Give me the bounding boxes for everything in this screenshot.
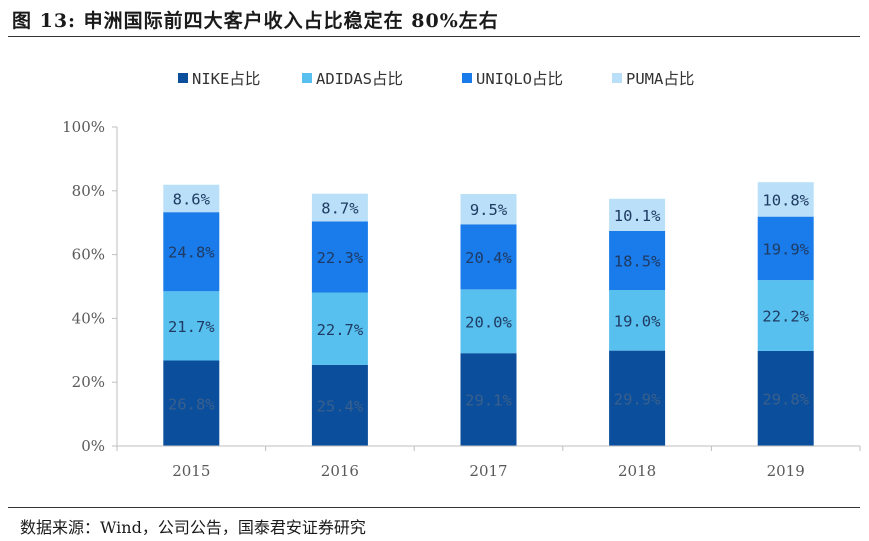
legend-label: ADIDAS占比 (316, 70, 403, 88)
y-tick-label: 100% (62, 118, 105, 136)
data-label: 25.4% (317, 397, 364, 415)
data-label: 10.8% (762, 191, 809, 209)
data-label: 19.9% (762, 240, 809, 258)
x-tick-label: 2016 (321, 462, 359, 480)
data-label: 9.5% (470, 201, 508, 219)
x-tick-label: 2018 (618, 462, 656, 480)
bar-segment (757, 182, 814, 217)
x-tick-label: 2015 (172, 462, 210, 480)
legend: NIKE占比 ADIDAS占比 UNIQLO占比 PUMA占比 (178, 70, 694, 88)
y-tick-label: 60% (72, 246, 105, 264)
bar-segment (311, 292, 368, 365)
x-tick-label: 2017 (469, 462, 507, 480)
bar-segment (609, 230, 666, 291)
bar-segment (460, 289, 517, 354)
bar-segment (609, 290, 666, 351)
y-tick-label: 20% (72, 373, 105, 391)
legend-label: NIKE占比 (192, 70, 260, 88)
bar-segment (163, 184, 220, 213)
data-label: 20.0% (465, 313, 512, 331)
data-label: 22.2% (762, 308, 809, 326)
bar-segment (460, 353, 517, 446)
bar-segment (163, 291, 220, 361)
source-note: 数据来源：Wind，公司公告，国泰君安证券研究 (20, 518, 366, 537)
y-axis: 0% 20% 40% 60% 80% 100% (62, 118, 118, 455)
bar-segment (311, 193, 368, 222)
x-tick-label: 2019 (767, 462, 805, 480)
data-label: 18.5% (614, 253, 661, 271)
x-axis: 2015 2016 2017 2018 2019 (116, 445, 861, 480)
bar-segment (163, 360, 220, 446)
bar-segment (163, 212, 220, 292)
data-label: 22.3% (317, 249, 364, 267)
data-label: 19.0% (614, 312, 661, 330)
y-tick-label: 80% (72, 182, 105, 200)
data-label: 8.6% (173, 190, 211, 208)
title-rule (8, 36, 860, 37)
source-rule (8, 507, 860, 508)
legend-swatch (178, 73, 188, 83)
legend-swatch (462, 73, 472, 83)
bar-segment (460, 224, 517, 290)
bar-segment (460, 193, 517, 225)
data-label: 22.7% (317, 321, 364, 339)
data-label: 20.4% (465, 249, 512, 267)
bar-segment (757, 350, 814, 446)
legend-swatch (302, 73, 312, 83)
bar-segment (609, 350, 666, 446)
data-label: 24.8% (168, 244, 215, 262)
bars: 26.8% 21.7% 24.8% 8.6% 25.4% 22.7% 22.3% 8.7% 29… (163, 182, 814, 446)
legend-swatch (612, 73, 622, 83)
data-label: 29.8% (762, 390, 809, 408)
data-label: 10.1% (614, 207, 661, 225)
bar-segment (609, 198, 666, 231)
data-label: 29.1% (465, 392, 512, 410)
data-label: 21.7% (168, 318, 215, 336)
legend-label: PUMA占比 (626, 70, 694, 88)
legend-label: UNIQLO占比 (476, 70, 563, 88)
bar-segment (311, 221, 368, 293)
y-tick-label: 40% (72, 309, 105, 327)
data-label: 29.9% (614, 390, 661, 408)
data-label: 26.8% (168, 395, 215, 413)
bar-segment (757, 216, 814, 281)
bar-segment (311, 364, 368, 446)
data-label: 8.7% (321, 200, 359, 218)
bar-segment (757, 280, 814, 351)
figure-title: 图 13: 申洲国际前四大客户收入占比稳定在 80%左右 (12, 10, 499, 32)
y-tick-label: 0% (81, 437, 105, 455)
